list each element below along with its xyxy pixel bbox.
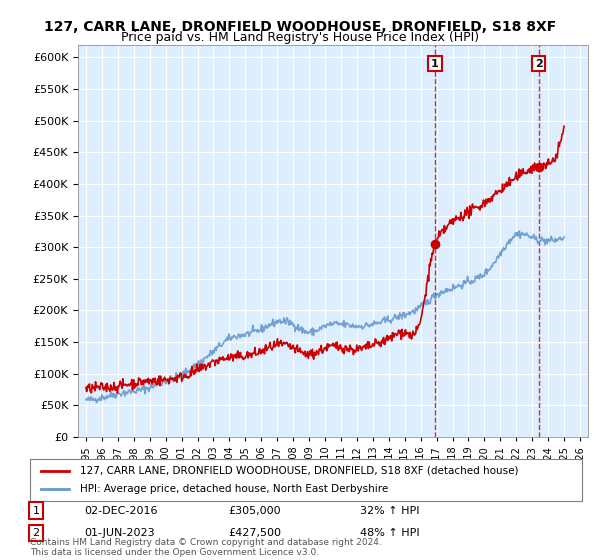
Text: 127, CARR LANE, DRONFIELD WOODHOUSE, DRONFIELD, S18 8XF (detached house): 127, CARR LANE, DRONFIELD WOODHOUSE, DRO… xyxy=(80,466,518,476)
Text: 2: 2 xyxy=(535,59,542,68)
Text: 02-DEC-2016: 02-DEC-2016 xyxy=(84,506,157,516)
Text: 1: 1 xyxy=(32,506,40,516)
Text: 48% ↑ HPI: 48% ↑ HPI xyxy=(360,528,419,538)
Text: Contains HM Land Registry data © Crown copyright and database right 2024.
This d: Contains HM Land Registry data © Crown c… xyxy=(30,538,382,557)
Text: 01-JUN-2023: 01-JUN-2023 xyxy=(84,528,155,538)
Text: £305,000: £305,000 xyxy=(228,506,281,516)
Text: 32% ↑ HPI: 32% ↑ HPI xyxy=(360,506,419,516)
Text: 2: 2 xyxy=(32,528,40,538)
Text: 127, CARR LANE, DRONFIELD WOODHOUSE, DRONFIELD, S18 8XF: 127, CARR LANE, DRONFIELD WOODHOUSE, DRO… xyxy=(44,20,556,34)
Text: £427,500: £427,500 xyxy=(228,528,281,538)
Text: Price paid vs. HM Land Registry's House Price Index (HPI): Price paid vs. HM Land Registry's House … xyxy=(121,31,479,44)
Text: 1: 1 xyxy=(431,59,439,68)
Text: HPI: Average price, detached house, North East Derbyshire: HPI: Average price, detached house, Nort… xyxy=(80,484,388,494)
